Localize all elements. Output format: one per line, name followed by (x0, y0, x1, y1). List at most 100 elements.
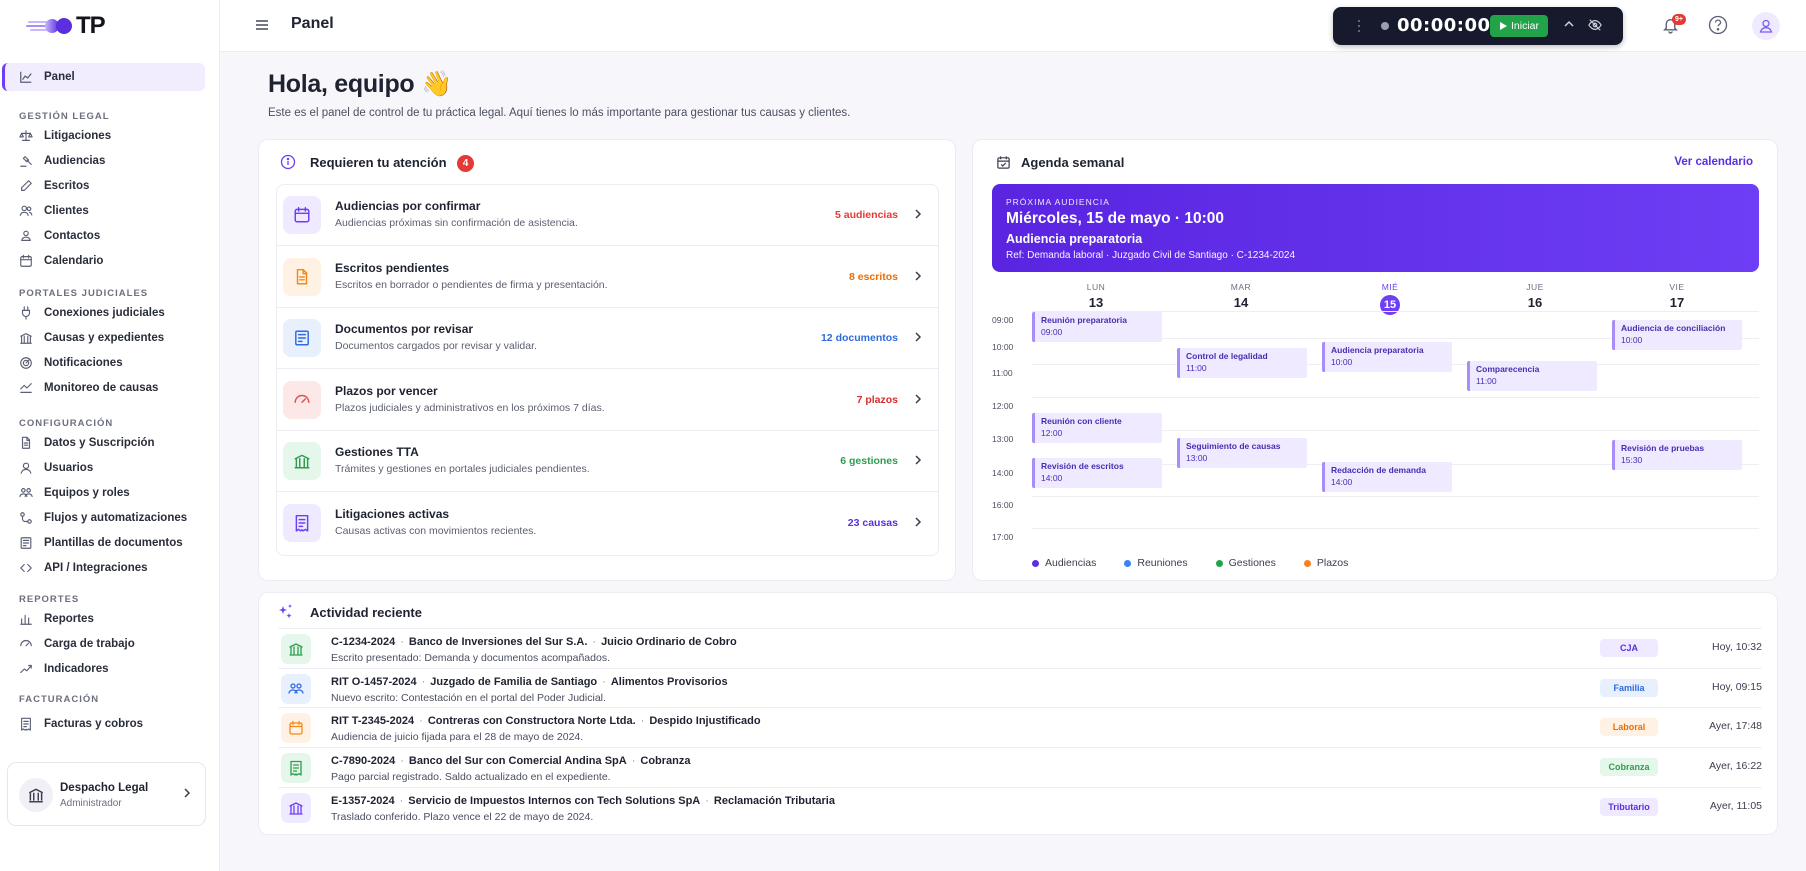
sidebar-item[interactable]: Escritos (19, 175, 89, 197)
chevron-up-icon[interactable] (1563, 18, 1575, 33)
calendar-event[interactable]: Control de legalidad 11:00 (1177, 348, 1307, 379)
calendar-event[interactable]: Audiencia preparatoria 10:00 (1322, 341, 1452, 372)
sidebar-item[interactable]: Reportes (19, 608, 94, 630)
attention-item-count: 5 audiencias (834, 209, 898, 221)
activity-row[interactable]: C-7890-2024 · Banco del Sur con Comercial … (278, 747, 1762, 787)
help-icon[interactable] (1708, 15, 1728, 38)
calendar-event[interactable]: Reunión preparatoria 09:00 (1032, 312, 1162, 342)
attention-item[interactable]: Documentos por revisar Documentos cargado… (277, 308, 938, 369)
separator: · (400, 636, 404, 648)
view-calendar-link[interactable]: Ver calendario (1674, 156, 1753, 168)
sidebar-item-label: API / Integraciones (44, 562, 148, 574)
calendar-event[interactable]: Reunión con cliente 12:00 (1032, 412, 1162, 443)
calendar-event[interactable]: Revisión de escritos 14:00 (1032, 458, 1162, 489)
sidebar-item[interactable]: Datos y Suscripción (19, 432, 155, 454)
attention-card: Requieren tu atención 4 Audiencias por c… (258, 139, 956, 581)
attention-item[interactable]: Gestiones TTA Trámites y gestiones en por… (277, 431, 938, 492)
sidebar-item-label: Conexiones judiciales (44, 307, 165, 319)
activity-row[interactable]: RIT O-1457-2024 · Juzgado de Familia de Sa… (278, 667, 1762, 708)
day-name: MIÉ (1381, 282, 1399, 292)
hour-label: 12:00 (992, 401, 1014, 411)
activity-parties: Banco del Sur con Comercial Andina SpA (408, 755, 627, 768)
sidebar-item[interactable]: Contactos (19, 225, 100, 247)
next-hearing-name: Audiencia preparatoria (1006, 232, 1143, 246)
sidebar-item-panel-inner: Panel (19, 66, 75, 88)
sidebar-item[interactable]: API / Integraciones (19, 557, 148, 579)
activity-parties: Juzgado de Familia de Santiago (430, 675, 598, 688)
user-icon (1759, 19, 1773, 33)
attention-item[interactable]: Plazos por vencer Plazos judiciales y adm… (277, 370, 938, 431)
sidebar-item[interactable]: Conexiones judiciales (19, 302, 165, 324)
sidebar-item-panel[interactable]: Panel (2, 63, 205, 91)
calendar-event[interactable]: Audiencia de conciliación 10:00 (1612, 320, 1742, 351)
event-time: 10:00 (1621, 335, 1643, 346)
sidebar-item[interactable]: Audiencias (19, 150, 105, 172)
day-number: 13 (1088, 295, 1104, 310)
sidebar-item[interactable]: Facturas y cobros (19, 713, 143, 735)
api-icon (19, 561, 33, 575)
activity-row[interactable]: C-1234-2024 · Banco de Inversiones del Sur… (278, 628, 1762, 668)
users-icon (281, 673, 311, 704)
calendar-event[interactable]: Revisión de pruebas 15:30 (1612, 439, 1742, 470)
next-hearing-banner[interactable]: PRÓXIMA AUDIENCIA Miércoles, 15 de mayo … (992, 184, 1759, 272)
user-avatar[interactable] (1752, 12, 1780, 40)
sidebar-item[interactable]: Notificaciones (19, 352, 123, 374)
day-header[interactable]: VIE 17 (1617, 282, 1737, 310)
sidebar-item[interactable]: Plantillas de documentos (19, 532, 183, 554)
calendar-icon (19, 254, 33, 268)
legend-dot (1303, 559, 1311, 567)
activity-time: Hoy, 09:15 (1711, 680, 1762, 693)
logo[interactable]: TP (26, 12, 106, 40)
legend-item: Plazos (1303, 557, 1348, 569)
topbar: Panel 00:00:00 Iniciar 9+ (220, 0, 1806, 52)
sidebar-item[interactable]: Usuarios (19, 457, 93, 479)
sidebar-item[interactable]: Carga de trabajo (19, 633, 135, 655)
sidebar-item[interactable]: Litigaciones (19, 125, 111, 147)
attention-item[interactable]: Escritos pendientes Escritos en borrador … (277, 247, 938, 308)
bank-icon (19, 331, 33, 345)
day-header[interactable]: LUN 13 (1036, 282, 1156, 310)
activity-row[interactable]: RIT T-2345-2024 · Contreras con Constructo… (278, 707, 1762, 747)
activity-matter: Reclamación Tributaria (713, 794, 835, 807)
separator: · (421, 675, 426, 688)
radar-icon (19, 356, 33, 370)
sidebar-item[interactable]: Flujos y automatizaciones (19, 507, 187, 529)
activity-parties: Contreras con Constructora Norte Ltda. (427, 715, 636, 728)
attention-item-description: Plazos judiciales y administrativos en l… (335, 401, 605, 414)
sidebar-item[interactable]: Equipos y roles (19, 482, 130, 504)
attention-item-title: Escritos pendientes (335, 260, 450, 275)
hour-label: 16:00 (992, 500, 1014, 510)
agenda-title: Agenda semanal (1021, 155, 1125, 170)
legend-label: Gestiones (1228, 557, 1276, 569)
event-title: Seguimiento de causas (1186, 440, 1281, 451)
drag-handle-icon[interactable] (1355, 19, 1363, 36)
activity-row[interactable]: E-1357-2024 · Servicio de Impuestos Intern… (278, 786, 1762, 827)
day-header[interactable]: MAR 14 (1181, 282, 1301, 310)
day-header[interactable]: MIÉ 15 (1330, 282, 1450, 315)
sidebar-item[interactable]: Monitoreo de causas (19, 377, 158, 399)
hour-gridline (1032, 311, 1759, 312)
activity-matter: Despido Injustificado (649, 715, 761, 728)
calendar-event[interactable]: Seguimiento de causas 13:00 (1177, 437, 1307, 468)
attention-item[interactable]: Audiencias por confirmar Audiencias próxi… (277, 185, 938, 246)
sidebar-item[interactable]: Indicadores (19, 658, 109, 680)
hour-label: 09:00 (992, 315, 1014, 325)
sidebar-item[interactable]: Causas y expedientes (19, 327, 164, 349)
attention-item[interactable]: Litigaciones activas Causas activas con m… (277, 493, 938, 554)
day-header[interactable]: JUE 16 (1475, 282, 1595, 310)
attention-item-count: 23 causas (847, 516, 898, 529)
event-time: 14:00 (1041, 473, 1063, 484)
activity-matter: Cobranza (640, 755, 691, 768)
hour-label: 17:00 (992, 532, 1014, 542)
sidebar-item[interactable]: Clientes (19, 200, 89, 222)
organization-card[interactable]: Despacho Legal Administrador (7, 762, 206, 826)
hamburger-menu-icon[interactable] (254, 17, 270, 36)
activity-case: RIT O-1457-2024 (331, 675, 417, 688)
calendar-event[interactable]: Redacción de demanda 14:00 (1322, 461, 1452, 492)
building-icon (19, 778, 53, 812)
sidebar-item[interactable]: Calendario (19, 250, 103, 272)
eye-off-icon[interactable] (1588, 18, 1602, 35)
timer-start-button[interactable]: Iniciar (1490, 15, 1548, 37)
attention-item-count: 6 gestiones (840, 455, 898, 467)
calendar-event[interactable]: Comparecencia 11:00 (1467, 361, 1597, 392)
